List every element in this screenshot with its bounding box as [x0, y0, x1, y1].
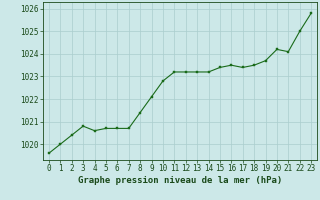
X-axis label: Graphe pression niveau de la mer (hPa): Graphe pression niveau de la mer (hPa): [78, 176, 282, 185]
